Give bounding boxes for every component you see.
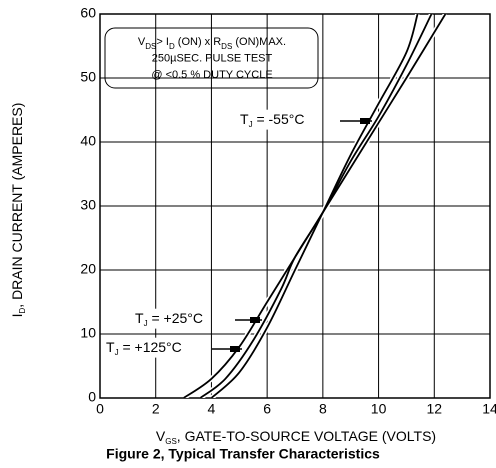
y-axis-label-part: I (9, 313, 25, 317)
y-tick-label: 50 (80, 69, 96, 85)
arrow-head (250, 317, 260, 323)
series-label-part: J (249, 120, 253, 129)
series-label-part: T (240, 111, 249, 127)
label-bg (103, 337, 185, 358)
note-line-part: D (169, 42, 175, 51)
x-tick-label: 4 (208, 401, 216, 417)
x-axis-label-part: , GATE-TO-SOURCE VOLTAGE (VOLTS) (177, 428, 436, 444)
series-label-part: = +125°C (119, 339, 182, 355)
note-line: @ <0.5 % DUTY CYCLE (151, 69, 272, 81)
label-bg (237, 109, 308, 130)
x-axis-label-part: GS (165, 437, 177, 446)
note-line: 250µSEC. PULSE TEST (152, 52, 273, 64)
note-line-part: 250µSEC. PULSE TEST (152, 52, 273, 64)
plot-frame (99, 13, 491, 399)
y-tick-label: 40 (80, 133, 96, 149)
note-line-part: DS (221, 42, 232, 51)
series-label-part: = -55°C (253, 111, 305, 127)
series-label-part: = +25°C (148, 310, 203, 326)
series-label: TJ = +25°C (135, 310, 203, 328)
y-tick-label: 30 (80, 197, 96, 213)
y-axis-label: ID, DRAIN CURRENT (AMPERES) (9, 103, 27, 318)
arrow-head (360, 118, 370, 124)
y-tick-label: 0 (88, 389, 96, 405)
series-label-part: J (115, 348, 119, 357)
series-label-part: T (106, 339, 115, 355)
x-tick-label: 2 (152, 401, 160, 417)
note-line-part: (ON)MAX. (232, 36, 286, 48)
series-label-part: J (144, 319, 148, 328)
x-tick-label: 10 (371, 401, 387, 417)
note-line-part: > I (156, 36, 169, 48)
note-line-part: DS (145, 42, 156, 51)
note-line-part: @ <0.5 % DUTY CYCLE (151, 69, 272, 81)
series-label: TJ = +125°C (106, 339, 182, 357)
y-tick-label: 20 (80, 261, 96, 277)
y-axis-label-part: , DRAIN CURRENT (AMPERES) (9, 103, 25, 308)
caption: Figure 2, Typical Transfer Characteristi… (106, 446, 380, 462)
label-bg (132, 308, 206, 329)
x-tick-label: 14 (482, 401, 496, 417)
x-axis-label-part: V (156, 428, 166, 444)
note-line-part: (ON) x R (175, 36, 221, 48)
curves (182, 14, 448, 398)
y-axis-label-part: D (18, 307, 27, 313)
note-line-part: V (138, 36, 146, 48)
x-tick-label: 8 (319, 401, 327, 417)
curve (183, 14, 447, 398)
x-tick-label: 6 (263, 401, 271, 417)
x-tick-label: 0 (96, 401, 104, 417)
arrow-head (230, 346, 240, 352)
note-line: VDS> ID (ON) x RDS (ON)MAX. (138, 36, 286, 51)
y-tick-label: 10 (80, 325, 96, 341)
x-tick-label: 12 (426, 401, 442, 417)
x-axis-label: VGS, GATE-TO-SOURCE VOLTAGE (VOLTS) (156, 428, 436, 446)
series-label: TJ = -55°C (240, 111, 304, 129)
y-tick-label: 60 (80, 5, 96, 21)
series-label-part: T (135, 310, 144, 326)
